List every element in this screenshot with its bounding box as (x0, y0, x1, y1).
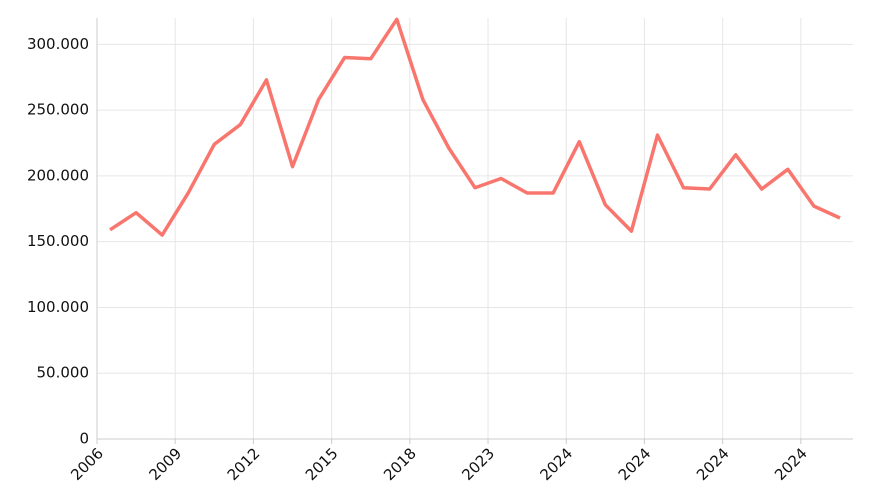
y-tick-label: 250.000 (27, 101, 89, 119)
x-tick-label: 2009 (145, 444, 185, 484)
data-line (109, 17, 841, 237)
x-tick-label: 2006 (67, 444, 107, 484)
y-tick-label: 100.000 (27, 298, 89, 316)
x-tick-label: 2015 (302, 444, 342, 484)
y-tick-label: 300.000 (27, 35, 89, 53)
x-tick-label: 2018 (380, 444, 420, 484)
y-tick-label: 200.000 (27, 166, 89, 184)
x-tick-label: 2024 (615, 444, 655, 484)
x-tick-label: 2024 (771, 444, 811, 484)
y-tick-label: 0 (79, 430, 89, 448)
x-tick-label: 2024 (537, 444, 577, 484)
y-tick-label: 150.000 (27, 232, 89, 250)
x-tick-label: 2024 (693, 444, 733, 484)
x-tick-label: 2012 (224, 444, 264, 484)
x-tick-label: 2023 (458, 444, 498, 484)
y-tick-label: 50.000 (37, 364, 90, 382)
